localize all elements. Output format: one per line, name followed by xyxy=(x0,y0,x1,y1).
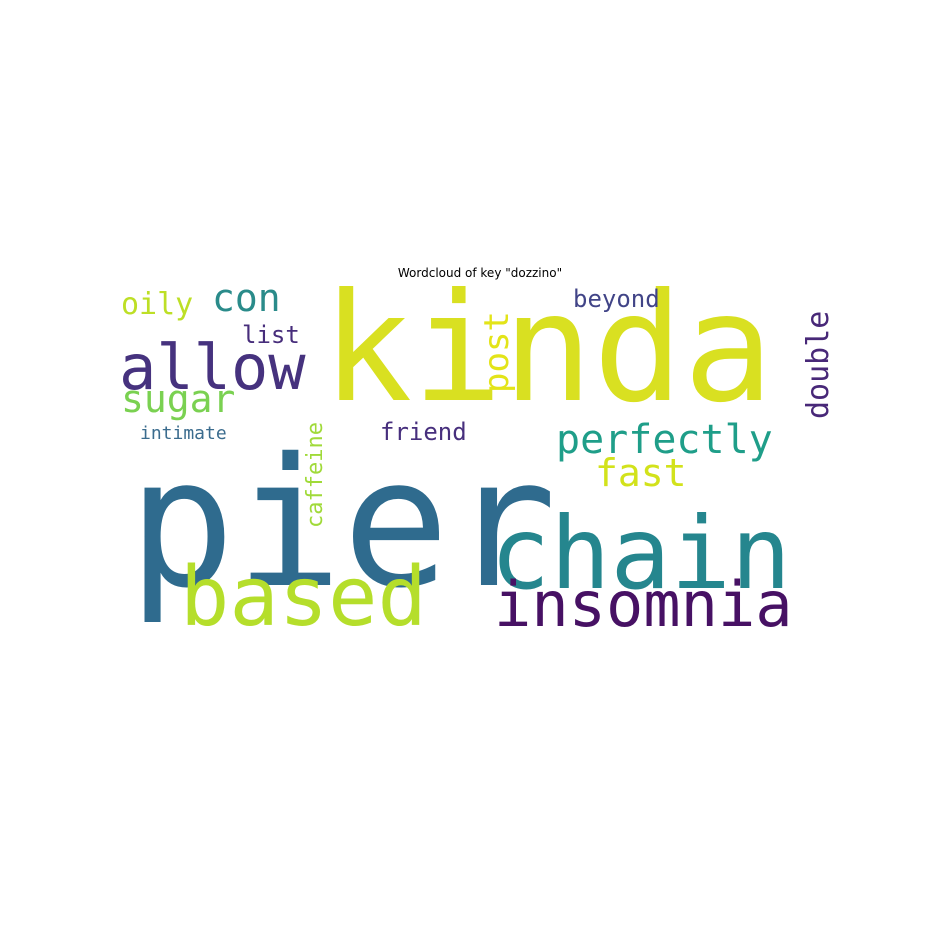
word-caffeine: caffeine xyxy=(303,422,328,528)
word-allow: allow xyxy=(119,331,306,404)
word-double: double xyxy=(801,311,836,419)
word-insomnia: insomnia xyxy=(494,568,793,641)
word-post: post xyxy=(477,311,517,393)
word-pier: pier xyxy=(128,420,557,627)
word-intimate: intimate xyxy=(140,423,227,444)
word-chain: chain xyxy=(490,495,791,612)
word-perfectly: perfectly xyxy=(556,417,773,463)
word-list: list xyxy=(242,321,300,349)
word-based: based xyxy=(180,550,427,645)
word-oily: oily xyxy=(121,287,193,322)
word-fast: fast xyxy=(595,451,687,495)
word-con: con xyxy=(212,276,281,320)
chart-title: Wordcloud of key "dozzino" xyxy=(398,266,562,280)
word-kinda: kinda xyxy=(322,262,774,436)
word-beyond: beyond xyxy=(573,285,660,313)
word-friend: friend xyxy=(380,418,467,446)
word-sugar: sugar xyxy=(121,377,235,421)
